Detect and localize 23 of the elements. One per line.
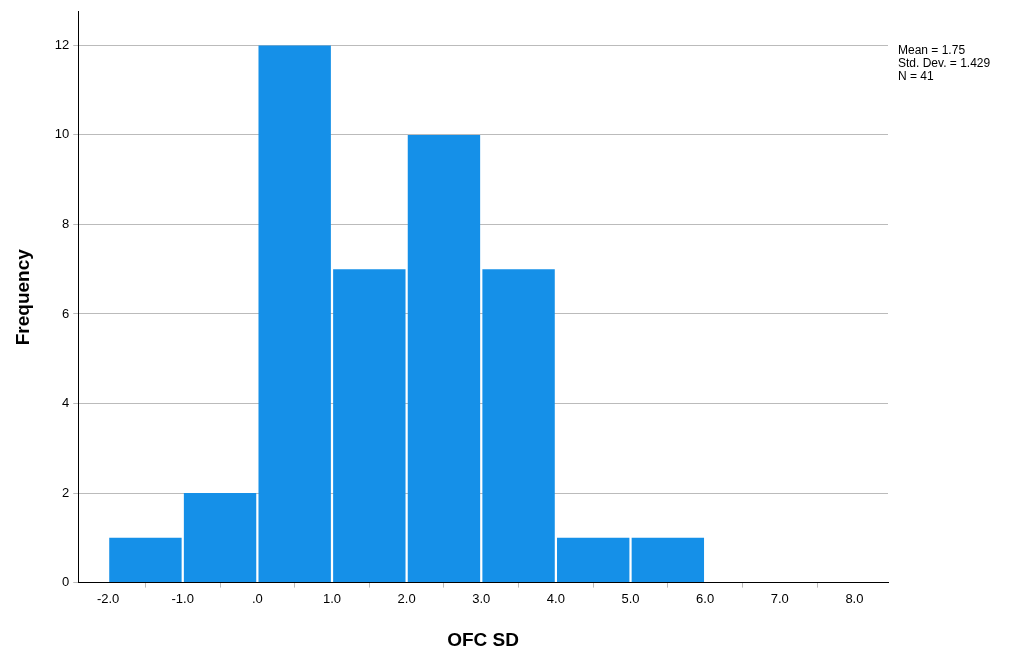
x-tick-label: .0 <box>251 590 263 606</box>
x-tick-label: 5.0 <box>621 590 640 606</box>
y-tick-label: 12 <box>54 36 70 52</box>
y-tick-label: 0 <box>62 574 70 590</box>
text: Std. Dev. = 1.429 <box>898 56 991 71</box>
y-tick-label: 10 <box>54 126 70 142</box>
x-tick-label: 7.0 <box>770 590 789 606</box>
y-tick-label: 6 <box>62 305 70 321</box>
x-tick-label: 8.0 <box>845 590 864 606</box>
y-axis-title: Frequency <box>11 248 33 346</box>
text: N = 41 <box>898 69 935 84</box>
x-tick-label: 6.0 <box>696 590 715 606</box>
x-tick-label: 1.0 <box>322 590 342 606</box>
x-tick-label: -2.0 <box>96 590 120 606</box>
text: Mean = 1.75 <box>898 43 966 58</box>
y-tick-label: 8 <box>62 216 70 232</box>
y-tick-label: 2 <box>62 484 70 500</box>
x-tick-label: 2.0 <box>397 590 416 606</box>
x-tick-label: 3.0 <box>472 590 491 606</box>
x-tick-label: 4.0 <box>546 590 565 606</box>
y-tick-label: 4 <box>62 395 70 411</box>
x-tick-label: -1.0 <box>171 590 194 606</box>
x-axis-title: OFC SD <box>447 628 520 650</box>
